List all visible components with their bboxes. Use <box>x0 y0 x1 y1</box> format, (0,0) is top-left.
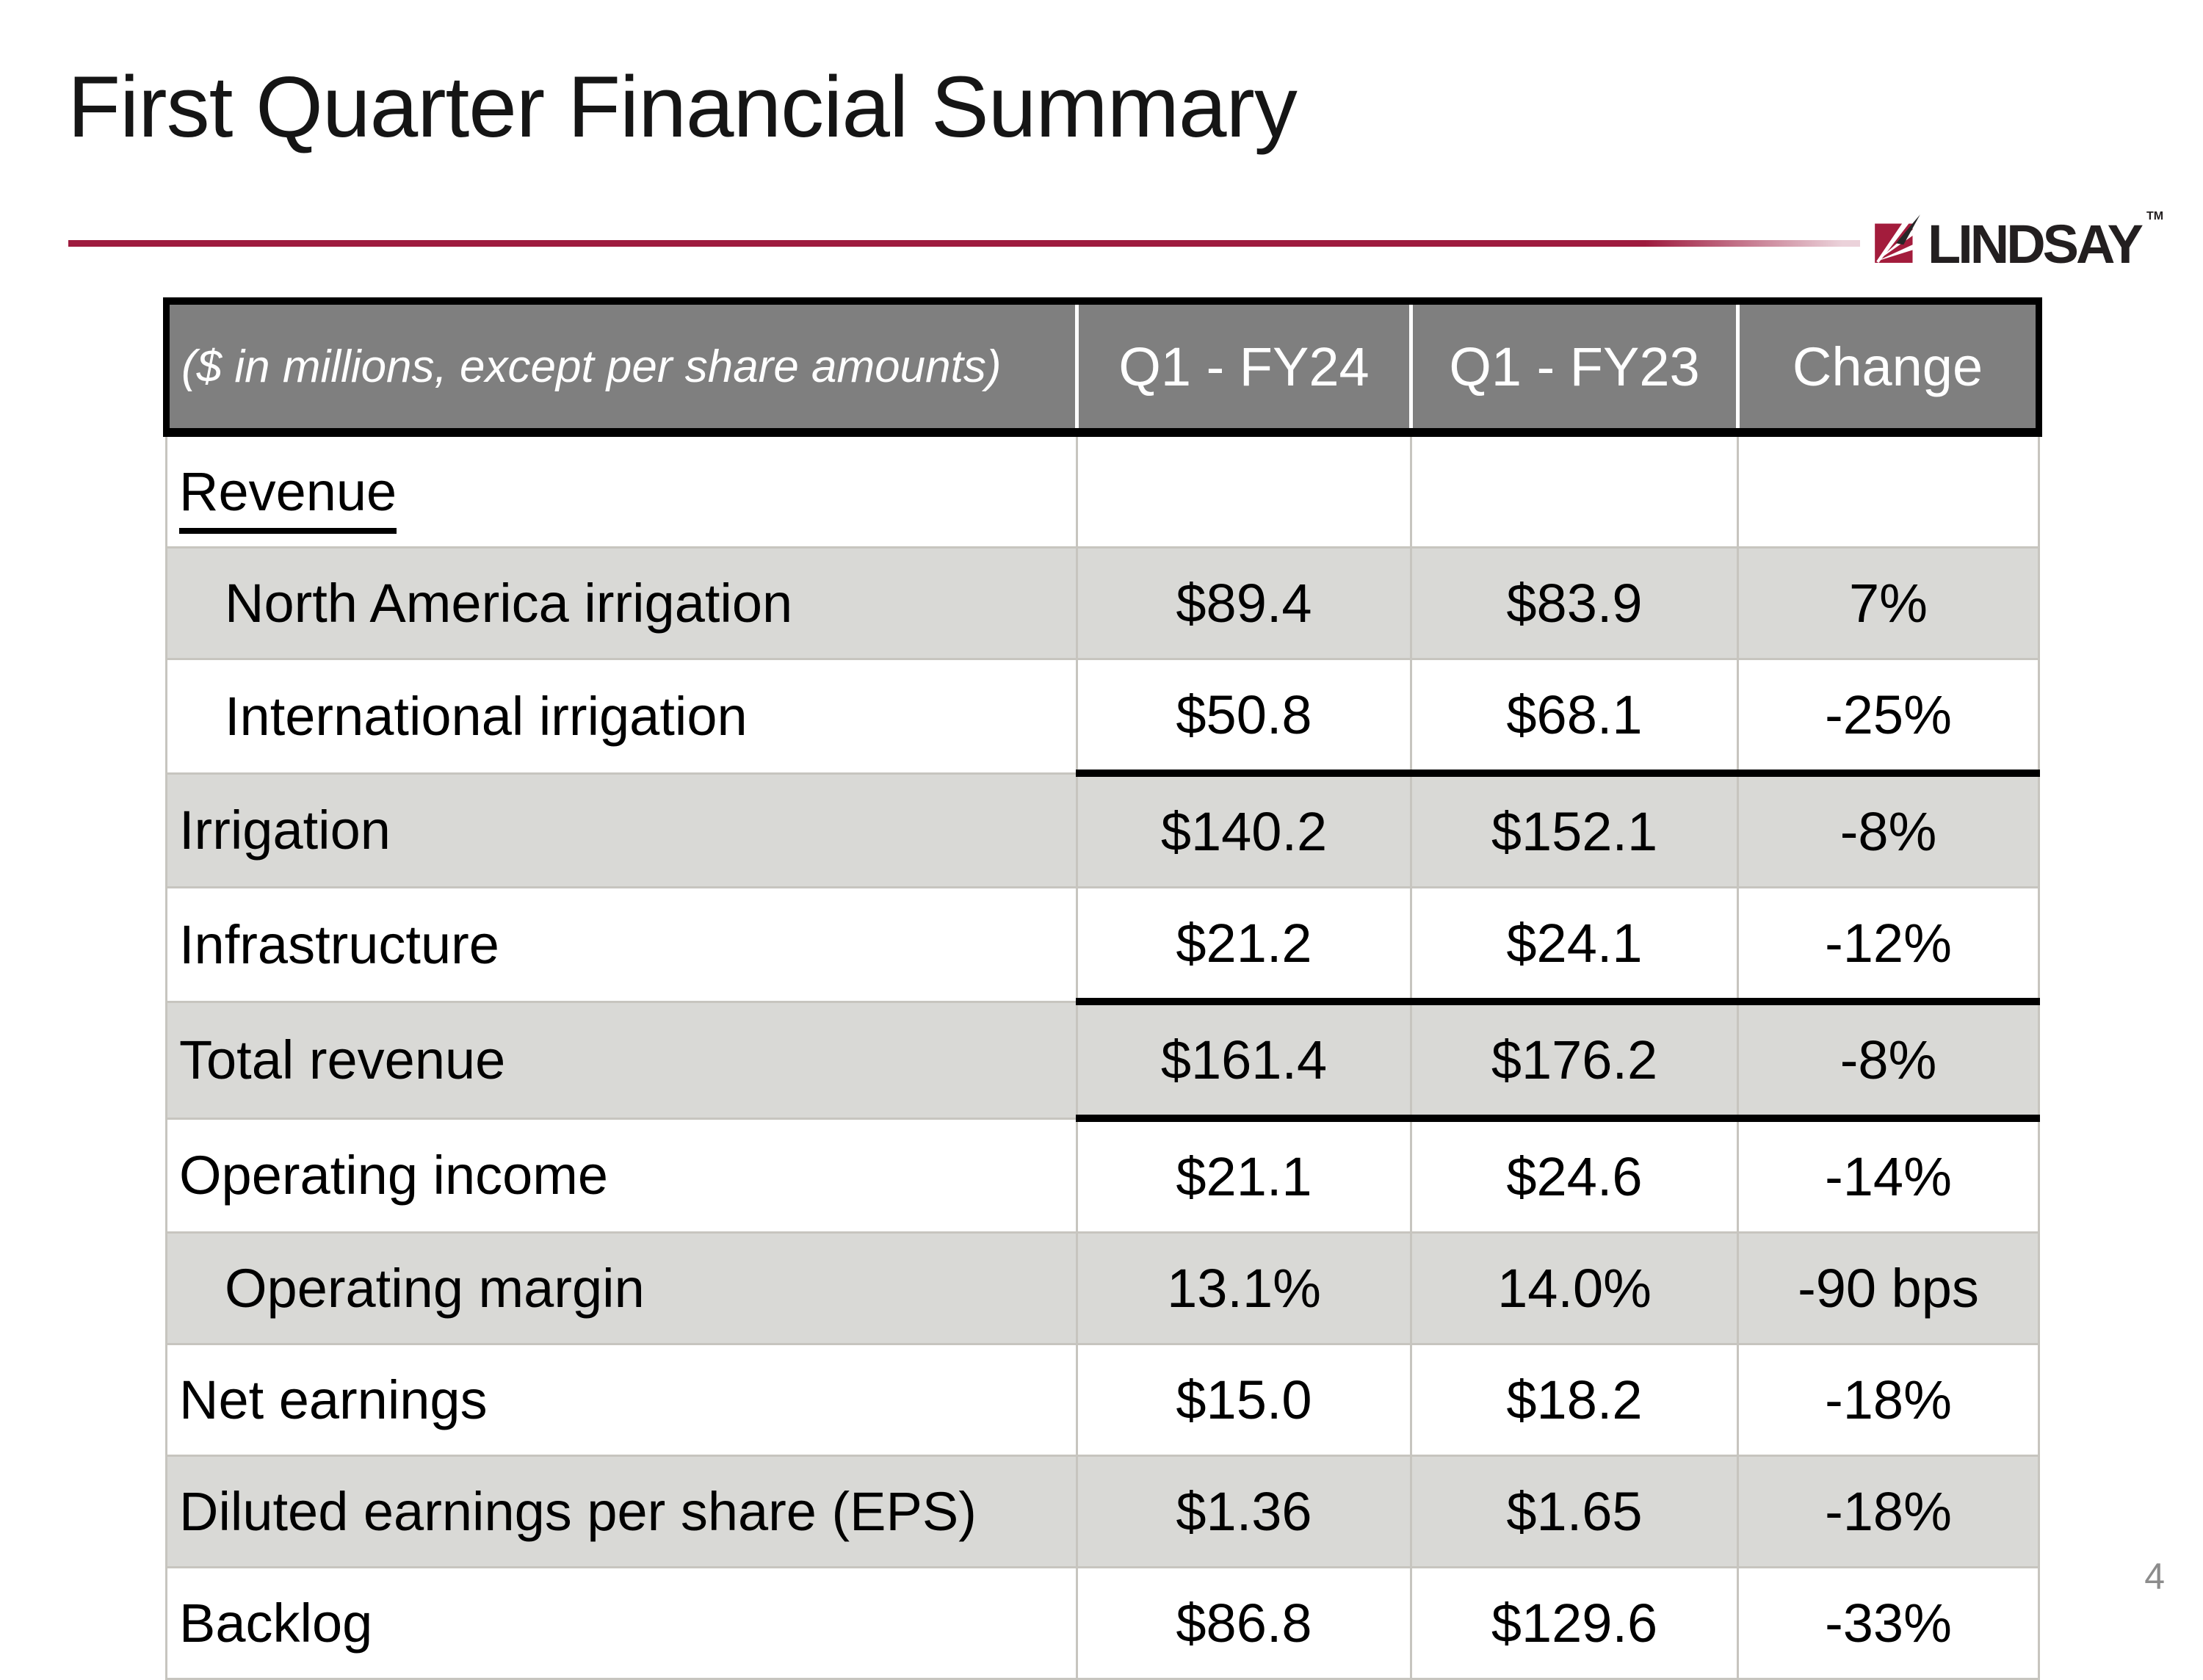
change-value: -12% <box>1737 886 2040 1005</box>
row-label: Revenue <box>165 431 1078 548</box>
q1fy23-value: $24.6 <box>1410 1117 1739 1234</box>
row-label: Operating margin <box>165 1231 1078 1345</box>
page-title: First Quarter Financial Summary <box>68 59 1298 156</box>
table-row: Backlog $86.8 $129.6 -33% <box>165 1566 2040 1680</box>
change-value: -90 bps <box>1737 1231 2040 1345</box>
table-row: Revenue <box>165 431 2040 548</box>
table-row: Operating margin 13.1% 14.0% -90 bps <box>165 1231 2040 1345</box>
table-row: Diluted earnings per share (EPS) $1.36 $1.… <box>165 1455 2040 1568</box>
financial-summary-table: ($ in millions, except per share amounts… <box>163 297 2042 1680</box>
q1fy24-value: 13.1% <box>1076 1231 1412 1345</box>
q1fy23-value: $152.1 <box>1410 772 1739 888</box>
row-label: Net earnings <box>165 1343 1078 1457</box>
q1fy24-value: $1.36 <box>1076 1455 1412 1568</box>
table-row: Irrigation $140.2 $152.1 -8% <box>165 772 2040 888</box>
table-row: North America irrigation $89.4 $83.9 7% <box>165 546 2040 660</box>
q1fy24-value: $21.2 <box>1076 886 1412 1005</box>
row-label: Operating income <box>165 1117 1078 1234</box>
q1fy23-value: $83.9 <box>1410 546 1739 660</box>
page-number: 4 <box>2144 1556 2165 1597</box>
row-label: Diluted earnings per share (EPS) <box>165 1455 1078 1568</box>
q1fy23-value <box>1410 431 1739 548</box>
lindsay-logo-text: LINDSAY <box>1928 214 2144 275</box>
change-value: 7% <box>1737 546 2040 660</box>
q1fy24-value <box>1076 431 1412 548</box>
table-header: ($ in millions, except per share amounts… <box>163 297 2042 437</box>
change-value: -33% <box>1737 1566 2040 1680</box>
row-label: International irrigation <box>165 658 1078 775</box>
change-value: -18% <box>1737 1343 2040 1457</box>
change-value <box>1737 431 2040 548</box>
header-change: Change <box>1736 297 2042 437</box>
table-row: Net earnings $15.0 $18.2 -18% <box>165 1343 2040 1457</box>
q1fy23-value: $68.1 <box>1410 658 1739 777</box>
q1fy23-value: $24.1 <box>1410 886 1739 1005</box>
table-row: International irrigation $50.8 $68.1 -25% <box>165 658 2040 777</box>
header-q1-fy23: Q1 - FY23 <box>1409 297 1738 437</box>
q1fy24-value: $86.8 <box>1076 1566 1412 1680</box>
table-header-row: ($ in millions, except per share amounts… <box>163 297 2042 437</box>
q1fy24-value: $21.1 <box>1076 1117 1412 1234</box>
q1fy23-value: $176.2 <box>1410 1000 1739 1122</box>
row-label: Infrastructure <box>165 886 1078 1003</box>
row-label: Backlog <box>165 1566 1078 1680</box>
change-value: -14% <box>1737 1117 2040 1234</box>
lindsay-logo-mark-icon <box>1875 214 1920 263</box>
change-value: -25% <box>1737 658 2040 777</box>
q1fy24-value: $161.4 <box>1076 1000 1412 1122</box>
trademark-symbol: TM <box>2146 210 2164 222</box>
change-value: -8% <box>1737 772 2040 888</box>
q1fy23-value: $129.6 <box>1410 1566 1739 1680</box>
q1fy24-value: $15.0 <box>1076 1343 1412 1457</box>
table-body: Revenue North America irrigation $89.4 $83.… <box>165 431 2040 1680</box>
q1fy23-value: 14.0% <box>1410 1231 1739 1345</box>
table-row: Infrastructure $21.2 $24.1 -12% <box>165 886 2040 1005</box>
q1fy24-value: $89.4 <box>1076 546 1412 660</box>
row-label: Total revenue <box>165 1000 1078 1120</box>
lindsay-logo: LINDSAY TM <box>1875 209 2164 275</box>
header-q1-fy24: Q1 - FY24 <box>1075 297 1411 437</box>
row-label: Irrigation <box>165 772 1078 888</box>
table-row: Total revenue $161.4 $176.2 -8% <box>165 1000 2040 1122</box>
table-row: Operating income $21.1 $24.6 -14% <box>165 1117 2040 1234</box>
q1fy23-value: $18.2 <box>1410 1343 1739 1457</box>
change-value: -18% <box>1737 1455 2040 1568</box>
q1fy24-value: $50.8 <box>1076 658 1412 777</box>
change-value: -8% <box>1737 1000 2040 1122</box>
row-label: North America irrigation <box>165 546 1078 660</box>
accent-divider-line <box>68 240 1860 247</box>
q1fy24-value: $140.2 <box>1076 772 1412 888</box>
header-note: ($ in millions, except per share amounts… <box>163 297 1077 437</box>
q1fy23-value: $1.65 <box>1410 1455 1739 1568</box>
